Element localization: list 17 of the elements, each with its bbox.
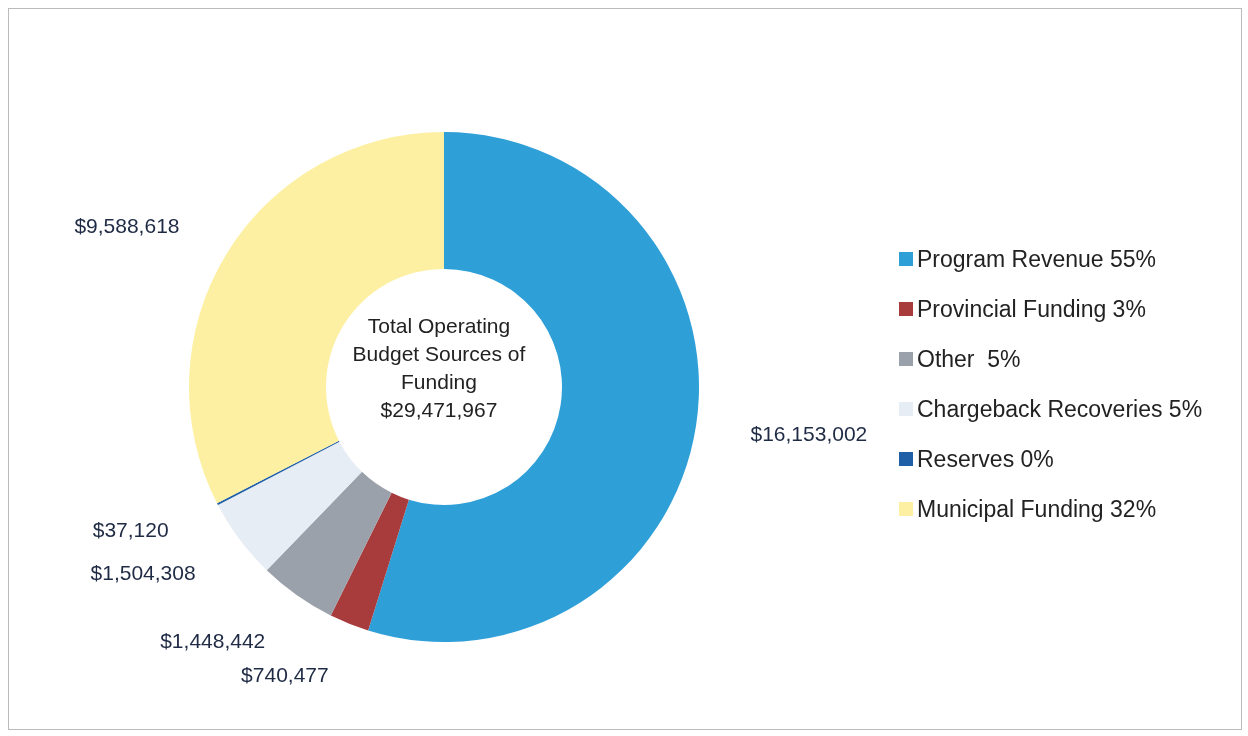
- legend-label: Reserves 0%: [917, 445, 1054, 474]
- data-label: $37,120: [92, 517, 169, 541]
- data-label: $1,504,308: [90, 561, 196, 585]
- legend-label: Other 5%: [917, 345, 1021, 374]
- donut-slice: [266, 471, 392, 616]
- data-label: $740,477: [241, 663, 329, 687]
- text: Total Operating Budget Sources of Funding $29,471,967: [351, 313, 527, 423]
- data-label: $1,448,442: [160, 628, 266, 652]
- donut-slice: [330, 492, 409, 631]
- legend-label: Chargeback Recoveries 5%: [917, 395, 1203, 424]
- data-label: $16,153,002: [750, 422, 868, 446]
- legend-label: Program Revenue 55%: [917, 245, 1157, 274]
- data-label: $9,588,618: [74, 213, 180, 237]
- donut-slice: [217, 441, 362, 571]
- legend-label: Municipal Funding 32%: [917, 495, 1157, 524]
- donut-slice: [217, 440, 340, 506]
- legend-label: Provincial Funding 3%: [917, 295, 1146, 324]
